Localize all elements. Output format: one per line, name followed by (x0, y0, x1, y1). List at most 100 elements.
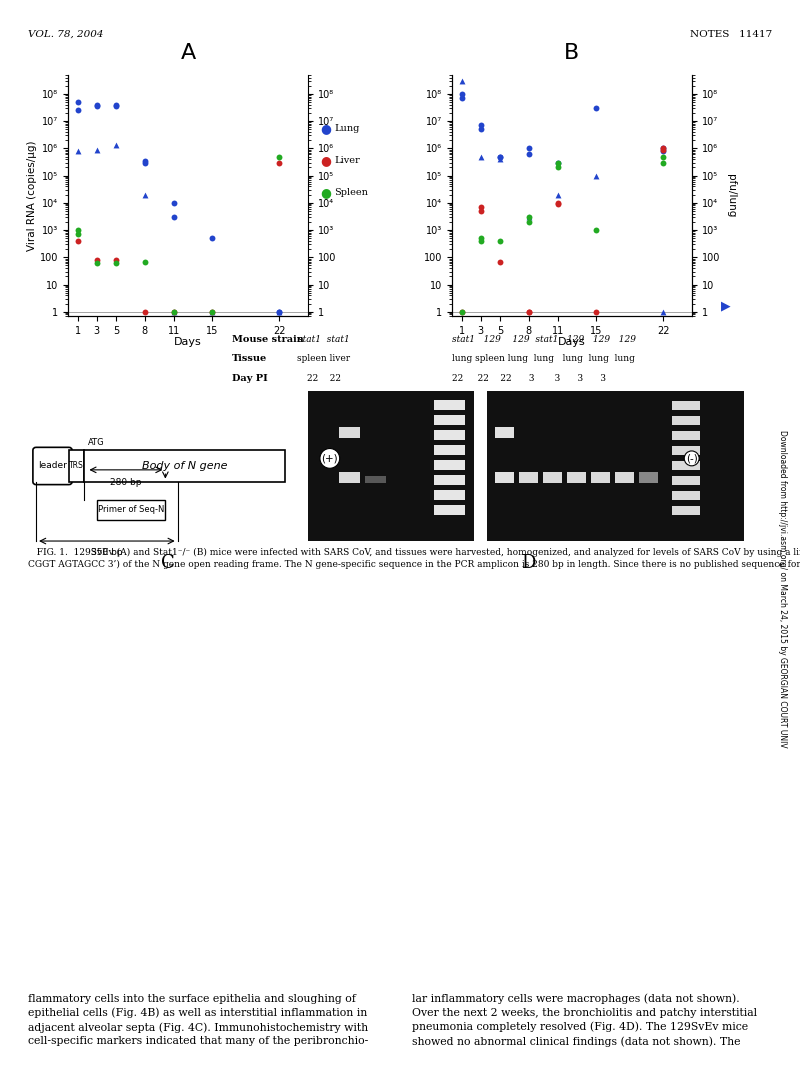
Text: Lung: Lung (334, 124, 360, 133)
Text: flammatory cells into the surface epithelia and sloughing of
epithelial cells (F: flammatory cells into the surface epithe… (28, 994, 368, 1046)
Point (551, 154, 564, 171)
Point (167, 194, 180, 211)
Point (273, 303, 286, 320)
Y-axis label: Viral RNA (copies/μg): Viral RNA (copies/μg) (27, 140, 37, 251)
Bar (672, 417, 701, 424)
Text: Liver: Liver (334, 156, 360, 165)
Point (551, 154, 564, 171)
Point (110, 255, 122, 272)
Text: lar inflammatory cells were macrophages (data not shown).
Over the next 2 weeks,: lar inflammatory cells were macrophages … (412, 994, 757, 1046)
Point (494, 148, 506, 165)
Text: 280 bp: 280 bp (110, 478, 142, 486)
Text: NOTES   11417: NOTES 11417 (690, 30, 772, 39)
Bar (519, 472, 538, 483)
Point (90, 252, 103, 269)
Bar (365, 476, 386, 483)
Text: (-): (-) (686, 453, 698, 464)
Point (273, 154, 286, 171)
Bar (543, 472, 562, 483)
Point (522, 209, 535, 226)
Text: FIG. 1.  129SvEv (A) and Stat1⁻/⁻ (B) mice were infected with SARS CoV, and tiss: FIG. 1. 129SvEv (A) and Stat1⁻/⁻ (B) mic… (28, 548, 800, 569)
X-axis label: Days: Days (558, 337, 586, 347)
Y-axis label: pfu/lung: pfu/lung (726, 174, 736, 217)
Bar (591, 472, 610, 483)
Text: ▶: ▶ (721, 300, 730, 313)
Point (138, 152, 151, 169)
Point (455, 303, 468, 320)
Point (551, 194, 564, 211)
Bar (434, 476, 465, 484)
Bar (615, 472, 634, 483)
Text: Primer of Seq-N: Primer of Seq-N (98, 506, 165, 514)
Point (71, 232, 84, 250)
Text: leader: leader (38, 462, 67, 470)
Point (551, 186, 564, 203)
Point (522, 146, 535, 163)
Point (494, 148, 506, 165)
Bar (98, 499, 166, 521)
Point (110, 97, 122, 115)
Bar (434, 431, 465, 439)
Text: Downloaded from http://jvi.asm.org/ on March 24, 2015 by GEORGIAN COURT UNIV: Downloaded from http://jvi.asm.org/ on M… (778, 431, 787, 748)
Text: stat1  stat1: stat1 stat1 (298, 335, 350, 344)
Point (206, 229, 218, 246)
Point (71, 93, 84, 110)
Point (138, 186, 151, 203)
Point (522, 303, 535, 320)
Text: D: D (521, 554, 535, 572)
Point (206, 303, 218, 320)
Point (590, 222, 602, 239)
Point (494, 253, 506, 270)
Point (474, 229, 487, 246)
Point (474, 202, 487, 220)
Bar (434, 506, 465, 514)
Point (455, 303, 468, 320)
Bar (338, 472, 360, 483)
Point (522, 140, 535, 157)
Point (474, 232, 487, 250)
Point (657, 148, 670, 165)
Point (90, 97, 103, 115)
Point (657, 140, 670, 157)
Bar (84, 451, 285, 482)
Bar (69, 451, 84, 482)
Bar (495, 427, 514, 438)
Point (273, 148, 286, 165)
Bar (434, 401, 465, 409)
Point (273, 303, 286, 320)
Point (206, 303, 218, 320)
Point (71, 102, 84, 119)
Point (590, 167, 602, 184)
Point (71, 142, 84, 160)
Text: ●: ● (320, 122, 331, 135)
Text: B: B (564, 43, 580, 63)
X-axis label: Days: Days (174, 337, 202, 347)
Point (590, 100, 602, 117)
Point (522, 213, 535, 230)
Point (90, 96, 103, 114)
Point (273, 303, 286, 320)
Point (522, 209, 535, 226)
Bar (434, 461, 465, 469)
Text: ATG: ATG (88, 438, 105, 447)
Text: Body of N gene: Body of N gene (142, 461, 227, 471)
Text: (+): (+) (322, 453, 338, 464)
Point (474, 198, 487, 215)
Text: ●: ● (320, 186, 331, 199)
Text: Tissue: Tissue (232, 355, 267, 363)
Point (657, 140, 670, 157)
Bar (672, 477, 701, 484)
Bar (434, 491, 465, 499)
Point (474, 148, 487, 165)
Point (657, 141, 670, 159)
Text: TRS: TRS (69, 462, 84, 470)
Point (455, 86, 468, 103)
Point (167, 303, 180, 320)
Text: lung spleen lung  lung   lung  lung  lung: lung spleen lung lung lung lung lung (452, 355, 635, 363)
Bar (672, 402, 701, 409)
Point (90, 141, 103, 159)
Bar (639, 472, 658, 483)
Point (590, 303, 602, 320)
Point (167, 209, 180, 226)
Point (110, 96, 122, 114)
